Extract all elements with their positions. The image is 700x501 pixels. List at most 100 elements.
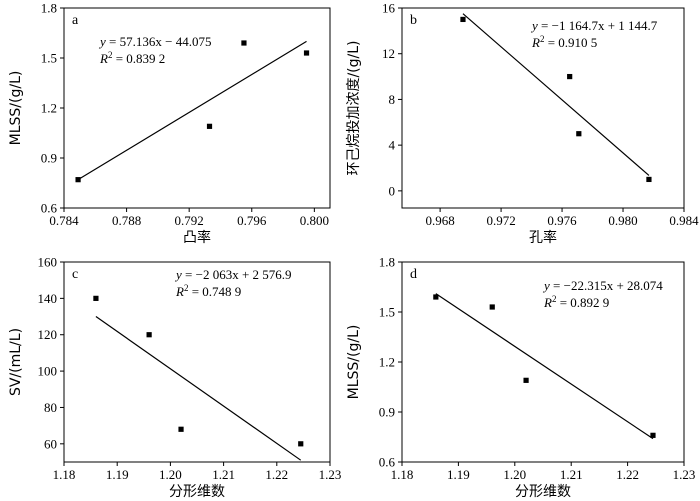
data-point <box>298 441 304 447</box>
y-tick-label: 0.9 <box>379 405 395 420</box>
r2-superscript: 2 <box>540 34 545 44</box>
data-point <box>93 295 99 301</box>
equation-y: y <box>542 278 550 293</box>
y-tick-label: 100 <box>38 364 58 379</box>
regression-equation: y = −2 063x + 2 576.9 <box>174 267 292 282</box>
x-tick-label: 1.18 <box>391 467 414 482</box>
x-tick-label: 0.796 <box>237 213 267 228</box>
x-tick-label: 1.21 <box>212 467 235 482</box>
y-tick-label: 1.8 <box>379 255 395 270</box>
panel-letter: d <box>410 267 417 282</box>
data-point <box>576 131 582 137</box>
data-point <box>75 177 81 183</box>
y-tick-label: 1.2 <box>41 101 57 116</box>
regression-line <box>462 13 650 176</box>
x-tick-label: 0.788 <box>112 213 141 228</box>
r2-symbol: R <box>99 51 108 66</box>
regression-line <box>435 293 654 440</box>
data-point <box>146 332 152 338</box>
y-tick-label: 160 <box>38 255 58 270</box>
equation-rhs: = −1 164.7x + 1 144.7 <box>538 18 658 33</box>
y-tick-label: 0 <box>389 183 396 198</box>
r2-superscript: 2 <box>184 283 189 293</box>
x-tick-label: 1.18 <box>53 467 76 482</box>
x-tick-label: 1.21 <box>560 467 583 482</box>
r2-symbol: R <box>175 284 184 299</box>
x-tick-label: 1.23 <box>319 467 342 482</box>
data-point <box>433 294 439 300</box>
plot-frame <box>401 7 685 209</box>
regression-line <box>95 316 302 461</box>
x-tick-label: 0.972 <box>486 213 515 228</box>
panel-letter: a <box>72 13 79 28</box>
x-axis-label: 凸率 <box>183 229 211 246</box>
r-squared: R2 = 0.892 9 <box>543 294 609 310</box>
y-tick-label: 0.9 <box>41 151 57 166</box>
y-tick-label: 1.5 <box>379 305 395 320</box>
data-point <box>460 16 466 23</box>
x-tick-label: 0.984 <box>669 213 699 228</box>
panel-b: 0.968 0.972 0.976 0.980 0.984 0 4 8 12 16 孔率 环己烷投加浓… <box>346 1 699 247</box>
y-tick-label: 12 <box>382 46 395 61</box>
y-tick-label: 0.6 <box>379 455 396 470</box>
y-tick-label: 140 <box>38 291 58 306</box>
panel-c: 1.18 1.19 1.20 1.21 1.22 1.23 60 80 100 120 140 160… <box>8 255 341 501</box>
x-tick-label: 1.20 <box>503 467 526 482</box>
y-axis-label: 环己烷投加浓度/(g/L) <box>346 40 362 175</box>
data-point <box>646 176 652 183</box>
r2-symbol: R <box>543 295 552 310</box>
panel-d: 1.18 1.19 1.20 1.21 1.22 1.23 0.6 0.9 1.2 1.5 1.8 分… <box>346 255 695 501</box>
data-point <box>523 377 529 383</box>
r-squared: R2 = 0.839 2 <box>99 50 165 66</box>
y-tick-label: 0.6 <box>41 201 58 216</box>
y-tick-label: 1.5 <box>41 51 57 66</box>
x-tick-label: 0.792 <box>175 213 204 228</box>
x-tick-label: 0.976 <box>547 213 577 228</box>
y-tick-label: 16 <box>382 1 396 16</box>
r2-value: = 0.839 2 <box>112 51 165 66</box>
regression-equation: y = −22.315x + 28.074 <box>542 278 663 293</box>
equation-y: y <box>530 18 538 33</box>
regression-line <box>77 40 307 181</box>
x-tick-label: 0.968 <box>425 213 454 228</box>
x-tick-label: 1.20 <box>159 467 182 482</box>
x-axis-label: 分形维数 <box>169 484 225 500</box>
equation-y: y <box>98 34 106 49</box>
x-axis-label: 分形维数 <box>515 484 571 500</box>
equation-rhs: = −2 063x + 2 576.9 <box>182 267 292 282</box>
data-point <box>178 426 184 432</box>
data-point <box>303 50 310 56</box>
r2-value: = 0.892 9 <box>556 295 609 310</box>
x-axis-label: 孔率 <box>529 229 557 246</box>
data-point <box>241 40 247 46</box>
y-tick-label: 80 <box>44 400 57 415</box>
panel-letter: c <box>72 267 78 282</box>
r2-superscript: 2 <box>552 294 557 304</box>
data-point <box>567 73 573 80</box>
y-axis-label: MLSS/(g/L) <box>346 325 362 400</box>
data-point <box>206 123 213 129</box>
plot-frame <box>63 261 331 463</box>
regression-equation: y = 57.136x − 44.075 <box>98 34 211 49</box>
panel-letter: b <box>410 13 417 28</box>
x-tick-label: 1.22 <box>265 467 288 482</box>
r2-value: = 0.910 5 <box>544 35 597 50</box>
x-tick-label: 1.19 <box>447 467 470 482</box>
regression-equation: y = −1 164.7x + 1 144.7 <box>530 18 658 33</box>
data-point <box>489 304 495 310</box>
r2-value: = 0.748 9 <box>188 284 241 299</box>
x-tick-label: 0.784 <box>49 213 79 228</box>
y-tick-label: 1.2 <box>379 355 395 370</box>
equation-rhs: = −22.315x + 28.074 <box>550 278 663 293</box>
r-squared: R2 = 0.748 9 <box>175 283 241 299</box>
x-tick-label: 1.23 <box>673 467 696 482</box>
y-tick-label: 8 <box>389 92 396 107</box>
x-tick-label: 1.19 <box>106 467 129 482</box>
y-tick-label: 1.8 <box>41 1 57 16</box>
y-axis-label: SV/(mL/L) <box>8 328 24 396</box>
r2-superscript: 2 <box>108 50 113 60</box>
r2-symbol: R <box>531 35 540 50</box>
y-tick-label: 60 <box>44 436 57 451</box>
y-tick-label: 4 <box>389 138 396 153</box>
